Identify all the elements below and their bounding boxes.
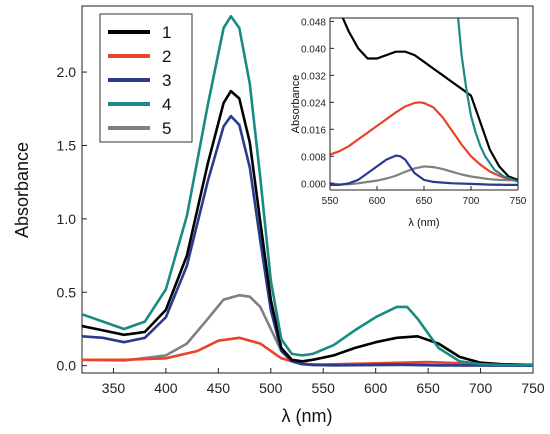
legend-label-5: 5 [162, 119, 171, 138]
inset-x-tick-label: 750 [510, 196, 527, 207]
inset-x-tick-label: 650 [416, 196, 433, 207]
main-series-3-line [82, 114, 533, 368]
main-x-tick-label: 500 [259, 380, 283, 396]
inset-y-tick-label: 0.008 [301, 152, 326, 163]
main-x-tick-label: 750 [521, 380, 545, 396]
legend-label-3: 3 [162, 71, 171, 90]
inset-x-tick-label: 550 [322, 196, 339, 207]
inset-series-4-line [457, 18, 518, 183]
main-y-tick-label: 0.5 [57, 284, 77, 300]
main-x-tick-label: 450 [207, 380, 231, 396]
inset-series-group [330, 18, 518, 186]
inset-axis-ticks [329, 20, 519, 190]
main-x-tick-label: 650 [416, 380, 440, 396]
inset-series-3-line [330, 154, 518, 186]
main-y-axis-title: Absorbance [12, 142, 32, 238]
inset-y-tick-labels: 0.000 0.008 0.016 0.024 0.032 0.040 0.048 [301, 17, 326, 190]
inset-x-tick-label: 600 [369, 196, 386, 207]
legend-label-2: 2 [162, 47, 171, 66]
main-x-tick-label: 550 [312, 380, 336, 396]
inset-series-5-line [330, 165, 518, 186]
inset-background [330, 14, 520, 186]
inset-y-axis-title: Absorbance [290, 75, 302, 134]
inset-y-tick-label: 0.048 [301, 17, 326, 28]
main-y-tick-label: 1.0 [57, 211, 77, 227]
main-series-1-line [82, 89, 533, 367]
inset-y-tick-label: 0.016 [301, 125, 326, 136]
main-series-group [82, 14, 533, 368]
main-x-tick-labels: 350 400 450 500 550 600 650 700 750 [102, 380, 545, 396]
legend-label-4: 4 [162, 95, 171, 114]
main-series-2-line [82, 336, 533, 367]
main-x-tick-label: 600 [364, 380, 388, 396]
legend-label-1: 1 [162, 23, 171, 42]
main-x-axis-title: λ (nm) [282, 406, 333, 426]
main-y-tick-label: 1.5 [57, 137, 77, 153]
legend: 1 2 3 4 5 [99, 13, 193, 143]
inset-x-tick-label: 700 [463, 196, 480, 207]
inset-y-tick-label: 0.040 [301, 44, 326, 55]
main-y-tick-label: 2.0 [57, 64, 77, 80]
inset-y-tick-label: 0.000 [301, 179, 326, 190]
main-y-tick-label: 0.0 [57, 358, 77, 374]
main-plot-frame [81, 5, 534, 374]
inset-y-tick-label: 0.024 [301, 98, 326, 109]
main-x-tick-label: 350 [102, 380, 126, 396]
inset-x-axis-title: λ (nm) [408, 217, 439, 229]
inset-series-2-line [330, 101, 518, 183]
inset-x-tick-labels: 550 600 650 700 750 [322, 196, 527, 207]
main-axis-ticks [82, 71, 534, 373]
inset-y-tick-label: 0.032 [301, 71, 326, 82]
inset-series-1-line [341, 18, 518, 181]
main-x-tick-label: 700 [469, 380, 493, 396]
main-series-4-line [82, 14, 533, 367]
main-y-tick-labels: 0.0 0.5 1.0 1.5 2.0 [57, 64, 77, 374]
main-x-tick-label: 400 [154, 380, 178, 396]
